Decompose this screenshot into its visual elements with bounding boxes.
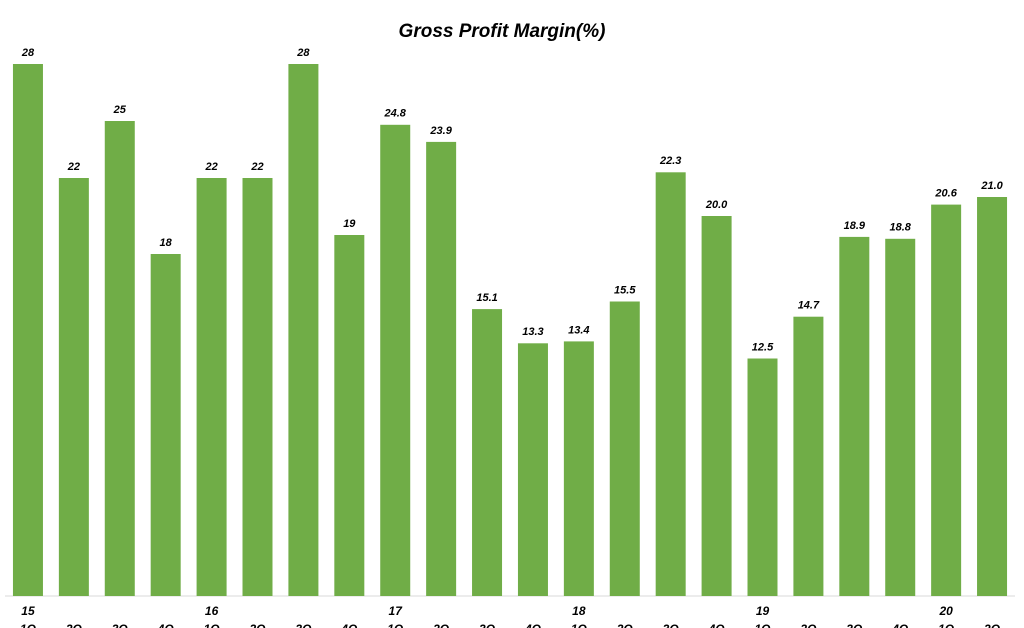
value-label: 24.8 — [384, 108, 407, 120]
bar — [150, 254, 181, 596]
bar — [793, 316, 824, 596]
x-tick-label: 1Q — [387, 622, 404, 628]
bar — [380, 124, 411, 597]
value-label: 28 — [21, 47, 35, 59]
x-tick-label: 2Q — [983, 622, 1001, 628]
x-tick-label: 3Q — [479, 622, 496, 628]
value-label: 21.0 — [980, 180, 1003, 192]
x-tick-label: 2Q — [799, 622, 817, 628]
x-tick-label: 3Q — [295, 622, 312, 628]
bar — [609, 301, 640, 596]
x-tick-label: 4Q — [340, 622, 358, 628]
bar — [288, 64, 319, 596]
bar — [12, 64, 43, 596]
x-tick-label: 1Q — [20, 622, 37, 628]
x-tick-label: 4Q — [524, 622, 542, 628]
value-label: 12.5 — [752, 341, 774, 353]
value-label: 28 — [296, 47, 310, 59]
value-label: 22 — [250, 161, 263, 173]
bar — [426, 141, 457, 596]
x-tick-label: 4Q — [708, 622, 726, 628]
x-tick-label: 2Q — [248, 622, 266, 628]
bar — [701, 216, 732, 596]
value-label: 25 — [113, 104, 127, 116]
bar — [563, 341, 594, 596]
x-group-label: 18 — [572, 604, 586, 618]
bar — [931, 204, 962, 596]
bar — [747, 358, 778, 596]
x-tick-label: 3Q — [846, 622, 863, 628]
x-tick-label: 2Q — [616, 622, 634, 628]
bar — [977, 197, 1008, 596]
x-tick-label: 2Q — [432, 622, 450, 628]
value-label: 20.6 — [934, 188, 957, 200]
x-group-label: 17 — [389, 604, 404, 618]
bar — [839, 236, 870, 596]
x-tick-label: 3Q — [112, 622, 129, 628]
value-label: 15.5 — [614, 284, 636, 296]
bar — [334, 235, 365, 596]
value-label: 18.9 — [844, 220, 866, 232]
bar — [885, 238, 916, 597]
x-tick-label: 2Q — [65, 622, 83, 628]
x-tick-label: 4Q — [891, 622, 909, 628]
bar — [58, 178, 89, 596]
value-label: 13.3 — [522, 326, 543, 338]
bar — [242, 178, 273, 596]
value-label: 20.0 — [705, 199, 728, 211]
x-group-label: 15 — [21, 604, 35, 618]
x-group-label: 19 — [756, 604, 770, 618]
value-label: 22.3 — [659, 155, 681, 167]
bar — [104, 121, 135, 596]
chart-title: Gross Profit Margin(%) — [399, 21, 606, 42]
value-label: 15.1 — [476, 292, 497, 304]
x-group-label: 20 — [938, 604, 953, 618]
bar — [655, 172, 686, 597]
x-tick-label: 1Q — [204, 622, 221, 628]
x-tick-label: 1Q — [938, 622, 955, 628]
x-tick-label: 1Q — [754, 622, 771, 628]
x-tick-label: 4Q — [157, 622, 175, 628]
bar — [196, 178, 227, 596]
value-label: 23.9 — [429, 125, 452, 137]
x-group-label: 16 — [205, 604, 219, 618]
bar — [517, 343, 548, 596]
x-tick-label: 3Q — [663, 622, 680, 628]
value-label: 18.8 — [890, 222, 912, 234]
value-label: 13.4 — [568, 324, 589, 336]
value-label: 14.7 — [798, 300, 820, 312]
value-label: 22 — [67, 161, 80, 173]
value-label: 19 — [343, 218, 356, 230]
value-label: 18 — [160, 237, 173, 249]
x-tick-label: 1Q — [571, 622, 588, 628]
value-label: 22 — [204, 161, 217, 173]
bar — [472, 309, 503, 596]
